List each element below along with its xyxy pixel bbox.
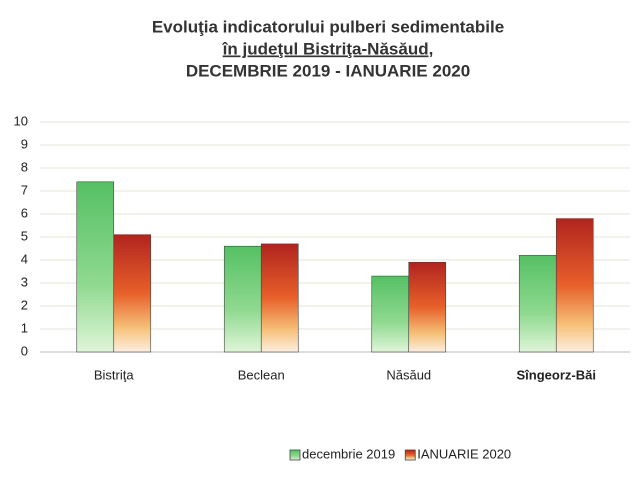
bar <box>223 245 262 353</box>
bar <box>408 261 447 353</box>
legend-label: decembrie 2019 <box>302 446 395 461</box>
title-line: în judeţul Bistriţa-Năsăud, <box>222 39 434 58</box>
y-tick-label: 4 <box>21 251 28 266</box>
y-tick-label: 2 <box>21 297 28 312</box>
y-tick-label: 10 <box>14 113 28 128</box>
bar <box>113 234 152 353</box>
x-tick-label: Năsăud <box>386 367 431 382</box>
x-tick-label: Sîngeorz-Băi <box>517 367 596 382</box>
x-tick-label: Beclean <box>238 367 285 382</box>
bar <box>518 255 557 353</box>
legend-swatch <box>404 449 416 461</box>
bar <box>555 218 594 353</box>
y-tick-label: 6 <box>21 205 28 220</box>
bar <box>260 243 299 353</box>
title-line: Evoluţia indicatorului pulberi sedimenta… <box>152 17 504 36</box>
y-tick-label: 7 <box>21 182 28 197</box>
legend-swatch <box>289 449 301 461</box>
chart-title: Evoluţia indicatorului pulberi sedimenta… <box>152 17 504 80</box>
y-tick-label: 8 <box>21 159 28 174</box>
bar <box>371 275 410 353</box>
y-tick-label: 3 <box>21 274 28 289</box>
title-line: DECEMBRIE 2019 - IANUARIE 2020 <box>186 61 470 80</box>
bar <box>76 181 115 353</box>
y-tick-label: 5 <box>21 228 28 243</box>
y-tick-label: 9 <box>21 136 28 151</box>
x-tick-label: Bistriţa <box>94 367 135 382</box>
y-tick-label: 0 <box>21 343 28 358</box>
y-tick-label: 1 <box>21 320 28 335</box>
legend-label: IANUARIE 2020 <box>417 446 511 461</box>
